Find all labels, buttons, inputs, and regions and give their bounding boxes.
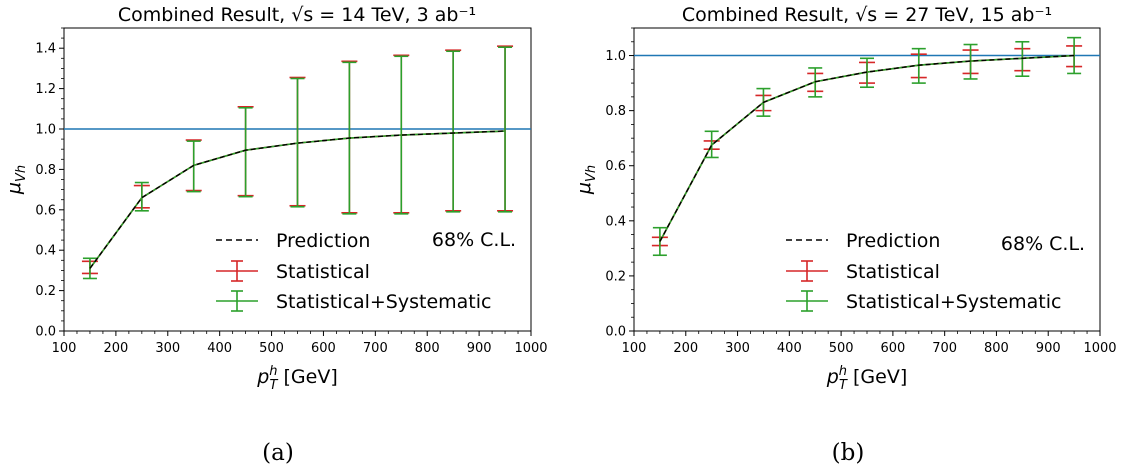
chart-title: Combined Result, √s = 14 TeV, 3 ab⁻¹ (118, 4, 476, 26)
x-tick-label: 900 (1036, 341, 1061, 356)
x-tick-label: 200 (103, 341, 128, 356)
x-tick-label: 300 (725, 341, 750, 356)
x-tick-label: 500 (259, 341, 284, 356)
y-tick-label: 0.8 (605, 104, 626, 119)
y-tick-label: 0.4 (35, 244, 56, 259)
x-tick-label: 600 (311, 341, 336, 356)
x-tick-label: 700 (363, 341, 388, 356)
x-tick-label: 300 (155, 341, 180, 356)
legend-label: Statistical (846, 261, 940, 283)
x-tick-label: 700 (932, 341, 957, 356)
x-tick-label: 900 (467, 341, 492, 356)
prediction-line (659, 54, 1075, 242)
x-axis-label: ph T [GeV] (826, 364, 908, 393)
panel-caption: (a) (262, 440, 294, 466)
legend-label: Prediction (846, 230, 940, 252)
x-tick-label: 600 (880, 341, 905, 356)
legend-label: Statistical (276, 261, 370, 283)
x-tick-label: 400 (777, 341, 802, 356)
y-axis-label: μVh (573, 165, 599, 195)
y-axis-label: μVh (3, 165, 29, 195)
x-tick-label: 100 (622, 341, 647, 356)
x-tick-label: 400 (207, 341, 232, 356)
x-tick-label: 200 (673, 341, 698, 356)
x-tick-label: 1000 (1083, 341, 1116, 356)
panel-a: Combined Result, √s = 14 TeV, 3 ab⁻¹ 100 2… (3, 4, 548, 466)
x-tick-label: 1000 (514, 341, 547, 356)
legend-label: Statistical+Systematic (276, 291, 491, 313)
chart-title: Combined Result, √s = 27 TeV, 15 ab⁻¹ (682, 4, 1052, 26)
legend-label: Statistical+Systematic (846, 291, 1061, 313)
cl-annotation: 68% C.L. (432, 229, 516, 251)
x-tick-label: 800 (415, 341, 440, 356)
x-tick-label: 500 (829, 341, 854, 356)
y-tick-label: 0.4 (605, 214, 626, 229)
x-tick-label: 800 (984, 341, 1009, 356)
x-tick-label: 100 (52, 341, 77, 356)
prediction-line (89, 130, 506, 269)
panel-b: Combined Result, √s = 27 TeV, 15 ab⁻¹ 100… (573, 4, 1117, 466)
y-tick-label: 0.8 (35, 163, 56, 178)
y-tick-label: 0.2 (35, 284, 56, 299)
y-tick-label: 1.4 (35, 42, 56, 57)
x-axis-label: ph T [GeV] (256, 364, 338, 393)
y-tick-label: 1.0 (605, 49, 626, 64)
y-tick-label: 0.6 (35, 203, 56, 218)
y-tick-label: 0.0 (35, 325, 56, 340)
legend-label: Prediction (276, 230, 370, 252)
cl-annotation: 68% C.L. (1001, 233, 1085, 255)
y-tick-label: 0.6 (605, 159, 626, 174)
y-tick-label: 0.0 (605, 325, 626, 340)
y-tick-label: 1.2 (35, 82, 56, 97)
legend: Prediction Statistical Statistical+Systema… (216, 230, 491, 313)
panel-caption: (b) (832, 440, 865, 466)
y-tick-label: 0.2 (605, 269, 626, 284)
y-tick-label: 1.0 (35, 123, 56, 138)
legend: Prediction Statistical Statistical+Systema… (786, 230, 1061, 313)
